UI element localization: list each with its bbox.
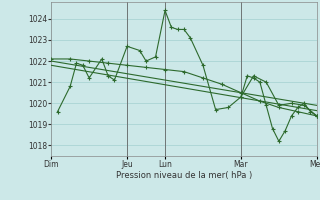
X-axis label: Pression niveau de la mer( hPa ): Pression niveau de la mer( hPa ) [116,171,252,180]
